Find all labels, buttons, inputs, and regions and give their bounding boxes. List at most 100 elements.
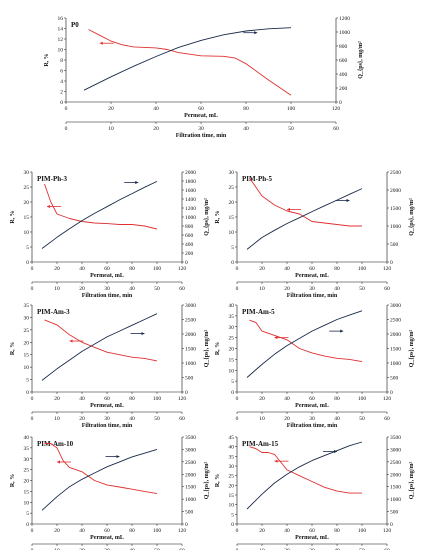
arrow-left-icon [274,336,289,340]
y-tick-label: 10 [229,368,235,374]
x2-tick-label: 30 [198,126,204,132]
rejection-series-line [88,29,292,96]
x2-tick-label: 20 [79,286,85,292]
panel-title: P0 [71,21,79,29]
y-tick-label: 35 [24,446,30,452]
y-tick-label: 0 [231,260,234,266]
y2-tick-label: 1200 [185,206,196,212]
arrow-head [99,41,103,45]
y2-tick-label: 1500 [185,485,196,491]
y-tick-label: 30 [229,464,235,470]
y2-tick-label: 1500 [390,206,401,212]
y-tick-label: 10 [24,230,30,236]
y-tick-label: 15 [229,215,235,221]
x2-tick-label: 30 [309,548,315,550]
y-tick-label: 40 [229,445,235,451]
y-axis-title: R, % [44,53,50,66]
x2-tick-label: 10 [54,548,60,550]
x2-tick-label: 0 [31,548,34,550]
y2-tick-label: 2000 [185,170,196,176]
y2-tick-label: 0 [390,390,393,396]
y-tick-label: 25 [229,336,235,342]
y-tick-label: 5 [231,512,234,518]
x-tick-label: 100 [153,528,162,534]
x-tick-label: 40 [79,266,85,272]
y-tick-label: 25 [229,474,235,480]
y2-tick-label: 1500 [390,485,401,491]
arrow-left-icon [47,204,61,209]
y2-axis-title: Q_{ps}, mg/m² [204,330,210,368]
x-tick-label: 120 [383,528,392,534]
y-tick-label: 15 [24,215,30,221]
y2-axis-title: Q_{ps}, mg/m² [204,462,210,500]
x-axis-title: Permeat, mL [295,535,329,541]
y-tick-label: 5 [231,245,234,251]
qps-series-line [41,448,158,511]
y2-tick-label: 1500 [185,347,196,353]
x2-tick-label: 20 [79,416,85,422]
y2-tick-label: 1000 [390,224,401,230]
y-tick-label: 16 [58,16,64,22]
y2-axis-title: Q_{ps}, mg/m² [409,462,415,500]
y-tick-label: 20 [229,200,235,206]
arrow-head [346,198,350,203]
y2-tick-label: 2000 [185,472,196,478]
x2-tick-label: 10 [54,416,60,422]
y-tick-label: 25 [229,185,235,191]
x-axis-title: Permeat, mL [295,273,329,279]
x2-tick-label: 40 [243,126,249,132]
x2-tick-label: 0 [236,286,239,292]
y-tick-label: 5 [26,245,29,251]
arrow-right-icon [130,331,145,336]
y-axis-title: R, % [10,342,16,355]
arrow-head [57,460,60,464]
arrow-head [334,449,337,454]
arrow-head [340,329,344,333]
y2-tick-label: 800 [185,224,194,230]
y-tick-label: 25 [24,185,30,191]
y-tick-label: 15 [229,357,235,363]
qps-series-line [246,441,363,510]
y2-tick-label: 3500 [390,435,401,441]
x-tick-label: 40 [79,528,85,534]
y-tick-label: 35 [24,303,30,309]
x-tick-label: 80 [129,528,135,534]
y2-tick-label: 600 [339,58,348,64]
x2-tick-label: 60 [333,126,339,132]
y2-tick-label: 3000 [185,303,196,309]
y-tick-label: 30 [24,315,30,321]
y-tick-label: 0 [26,522,29,528]
arrow-right-icon [105,454,120,459]
panel-title: PIM-Am-5 [242,308,275,316]
arrow-head [274,459,278,463]
x-tick-label: 100 [153,266,162,272]
panel-title: PIM-Am-15 [242,440,279,448]
x2-tick-label: 50 [154,286,160,292]
arrow-left-icon [99,41,114,45]
x-axis-title: Permeat, mL [184,113,218,119]
y2-tick-label: 600 [185,233,194,239]
y-tick-label: 20 [229,347,235,353]
arrow-head [47,204,50,209]
x-tick-label: 20 [108,106,114,112]
y-tick-label: 20 [24,479,30,485]
y-tick-label: 2 [60,90,63,96]
y-axis-title: R, % [215,210,221,223]
x-tick-label: 40 [284,396,290,402]
y2-tick-label: 3000 [185,447,196,453]
arrow-head [116,454,120,459]
x2-tick-label: 50 [359,548,365,550]
x2-tick-label: 30 [309,416,315,422]
x-tick-label: 0 [65,106,68,112]
x2-tick-label: 40 [334,548,340,550]
qps-series-line [246,310,363,378]
arrow-right-icon [124,180,139,185]
y2-tick-label: 200 [185,251,194,257]
y-tick-label: 15 [24,353,30,359]
x-axis-title: Permeat, mL [295,403,329,409]
x-tick-label: 0 [236,528,239,534]
x2-tick-label: 0 [31,416,34,422]
y-tick-label: 10 [229,230,235,236]
